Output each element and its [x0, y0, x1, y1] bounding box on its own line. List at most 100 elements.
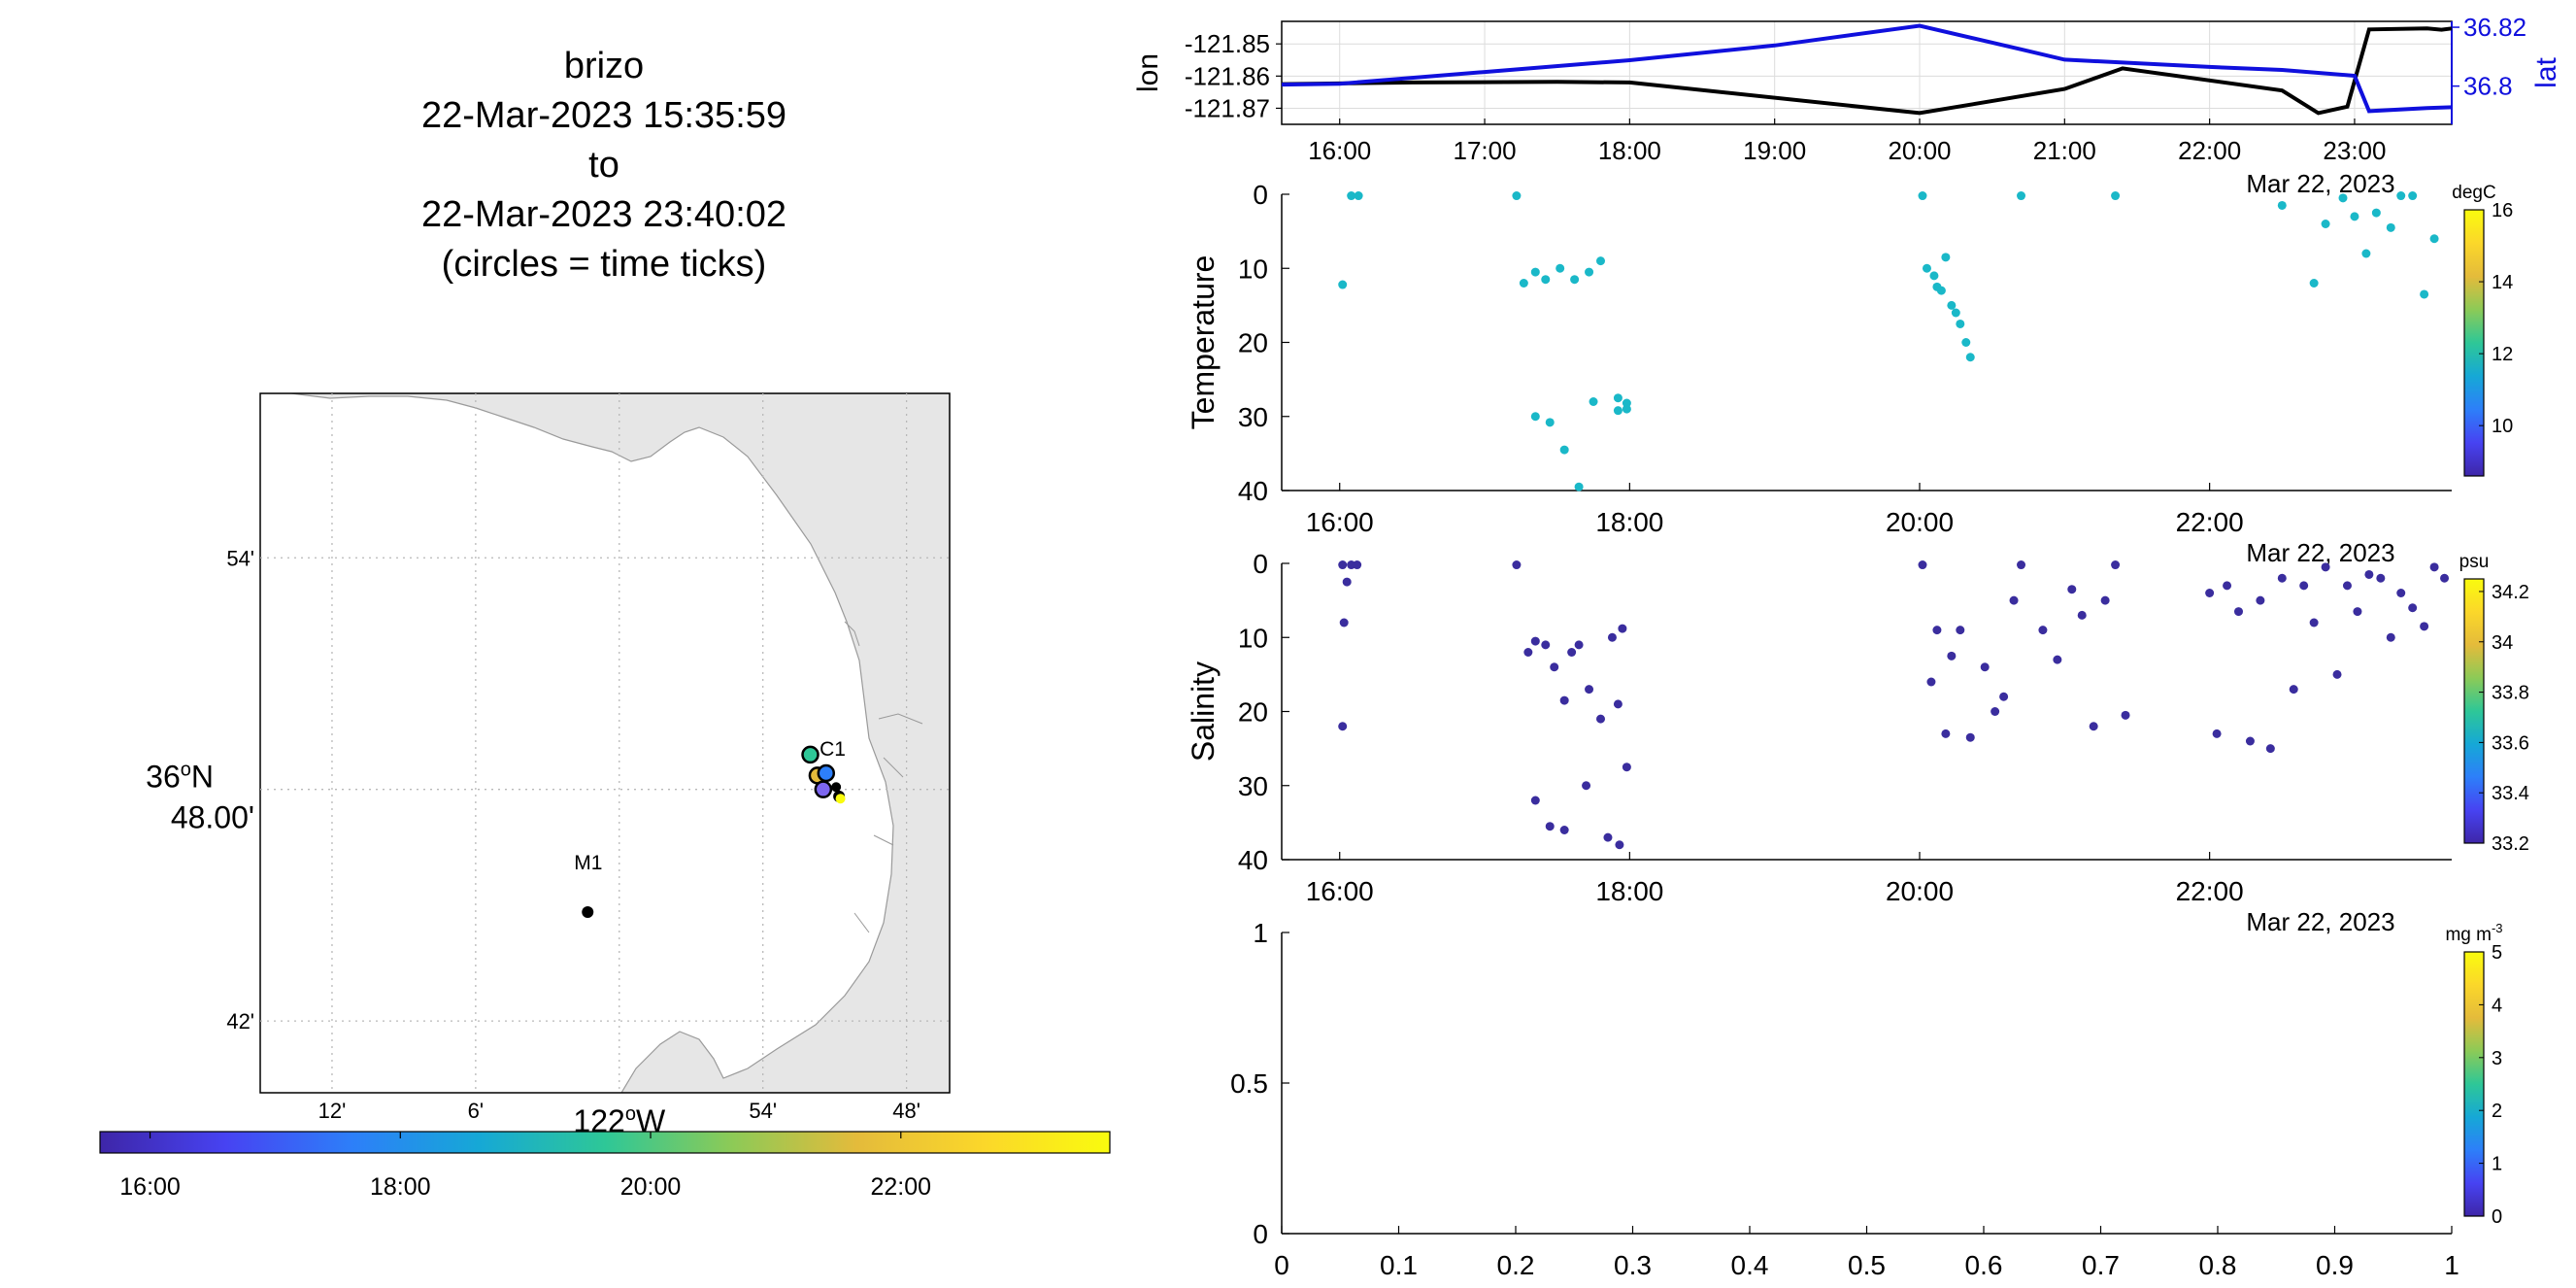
time-colorbar-tick-label: 20:00 [620, 1173, 682, 1201]
temperature-panel: 0 10 20 30 40 16:00 18:00 20:00 22:00 Mar 22, 202… [1186, 169, 2513, 537]
y-tick-label: 40 [1238, 845, 1268, 875]
salinity-point [1338, 722, 1348, 731]
x-tick-label: 0.1 [1380, 1250, 1418, 1280]
temperature-point [1556, 263, 1565, 273]
y-tick-label: 1 [1253, 918, 1268, 948]
y-tick-label: 40 [1238, 476, 1268, 506]
temperature-point [2111, 191, 2121, 201]
salinity-point [1956, 626, 1965, 635]
salinity-point [1559, 826, 1569, 834]
temperature-point [1951, 308, 1960, 318]
temperature-point [2408, 191, 2418, 201]
colorbar-tick-label: 34.2 [2492, 582, 2529, 603]
temperature-point [1941, 253, 1951, 262]
track-time-tick-marker [814, 780, 833, 798]
temperature-point [1354, 191, 1363, 201]
temperature-point [2371, 208, 2381, 218]
salinity-point [2212, 729, 2222, 738]
map-lat-tick: 54' [226, 546, 254, 570]
salinity-point [2089, 722, 2098, 731]
map-lon-tick: 6' [468, 1099, 484, 1123]
x-tick-label: 0.4 [1731, 1250, 1769, 1280]
y-tick-label: 30 [1238, 771, 1268, 801]
salinity-point [1585, 685, 1594, 695]
x-tick-label: 18:00 [1595, 507, 1663, 537]
colorbar-tick-label: 33.8 [2492, 683, 2529, 704]
colorbar-tick-label: 12 [2492, 344, 2513, 365]
map-coast-detail [844, 621, 923, 933]
temperature-point [2321, 220, 2330, 228]
salinity-point [2009, 595, 2019, 605]
y-tick-label: 0 [1253, 549, 1268, 579]
colorbar [2463, 578, 2485, 844]
salinity-point [2440, 573, 2450, 583]
salinity-point [1550, 662, 1559, 672]
temperature-point [1922, 263, 1931, 273]
time-colorbar-ticks: 16:00 18:00 20:00 22:00 [119, 1132, 931, 1201]
y-tick-label: 0 [1253, 180, 1268, 210]
salinity-point [2017, 560, 2026, 570]
salinity-point [2067, 585, 2077, 594]
colorbar-unit: degC [2452, 183, 2495, 203]
salinity-point [2077, 610, 2087, 620]
temperature-point [1545, 418, 1555, 427]
lat-series-line [1281, 23, 2453, 114]
time-colorbar-fill [99, 1131, 1111, 1154]
map-frame [259, 392, 951, 1094]
x-tick-label: 0.7 [2082, 1250, 2120, 1280]
salinity-point [1999, 692, 2009, 701]
temperature-point [2361, 249, 2371, 258]
y-axis-label: Temperature [1186, 255, 1221, 430]
colorbar-tick-label: 33.4 [2492, 783, 2529, 804]
time-colorbar: 16:00 18:00 20:00 22:00 [99, 1131, 1111, 1201]
lon-tick-label: -121.86 [1185, 61, 1270, 90]
temperature-point [1541, 275, 1551, 285]
salinity-panel: 0 10 20 30 40 16:00 18:00 20:00 22:00 Mar 22, 202… [1186, 538, 2529, 906]
salinity-point [2265, 744, 2275, 754]
colorbar-unit-text: mg m [2445, 925, 2492, 945]
x-tick-label: 16:00 [1306, 507, 1374, 537]
temperature-point [1338, 280, 1348, 289]
y-tick-label: 0 [1253, 1219, 1268, 1249]
station-label-m1: M1 [574, 852, 602, 874]
salinity-point [1523, 648, 1533, 657]
temperature-point [1530, 412, 1540, 422]
time-tick-label: 23:00 [2323, 136, 2386, 165]
time-colorbar-tick-label: 18:00 [370, 1173, 431, 1201]
lon-series-line [1281, 26, 2453, 116]
date-label: Mar 22, 2023 [2246, 538, 2394, 567]
track-point-marker [831, 782, 842, 793]
title-line-1: brizo [564, 46, 644, 86]
salinity-point [1941, 729, 1951, 738]
y-tick-label: 30 [1238, 402, 1268, 432]
salinity-point [2309, 618, 2319, 627]
track-point-marker [835, 794, 846, 804]
temperature-point [1559, 445, 1569, 455]
time-tick-label: 17:00 [1454, 136, 1517, 165]
colorbar-unit-text: degC [2452, 183, 2495, 203]
salinity-point [1603, 832, 1613, 842]
temperature-point [1929, 271, 1939, 281]
map-lat-tick: 42' [226, 1009, 254, 1034]
track-time-tick-marker [817, 763, 836, 783]
temperature-point [1961, 338, 1971, 347]
salinity-point [1582, 781, 1591, 791]
colorbar-tick-label: 33.6 [2492, 732, 2529, 754]
x-tick-label: 0.8 [2199, 1250, 2237, 1280]
colorbar-tick-label: 4 [2492, 995, 2502, 1016]
temperature-point [1613, 406, 1623, 416]
salinity-point [2053, 655, 2062, 664]
y-tick-label: 20 [1238, 328, 1268, 358]
salinity-point [2038, 626, 2048, 635]
colorbar-tick-label: 33.2 [2492, 833, 2529, 855]
temperature-point [1519, 279, 1528, 288]
chlorophyll-panel: 0 0.5 1 0 0.1 0.2 0.3 0.4 0.5 0.6 0.7 0.8 0.9 1 Mar 22… [1230, 907, 2502, 1280]
colorbar-tick-label: 2 [2492, 1101, 2502, 1122]
temperature-point [2277, 200, 2287, 210]
salinity-point [1615, 840, 1624, 850]
time-colorbar-tick-label: 22:00 [871, 1173, 932, 1201]
x-tick-label: 0.3 [1614, 1250, 1652, 1280]
map-lat-label-suffix: N [191, 760, 214, 795]
